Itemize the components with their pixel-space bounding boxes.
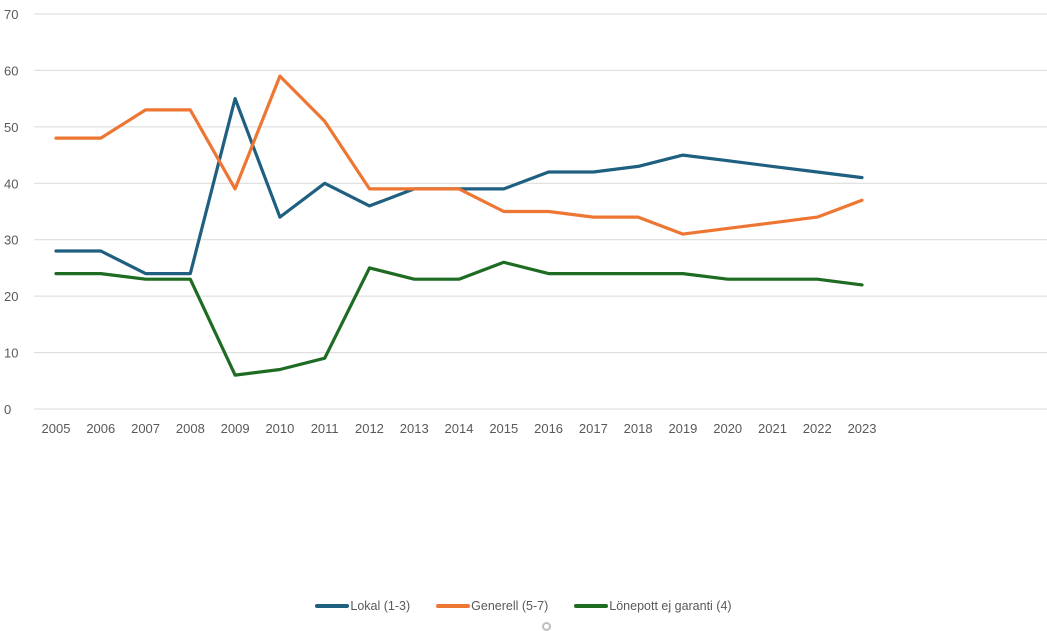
series-line-0 [54,96,864,276]
legend-label: Lönepott ej garanti (4) [609,599,732,613]
x-tick-label: 2007 [131,421,160,436]
y-axis-ticks: 0 10 20 30 40 50 60 70 [4,7,18,417]
x-tick-label: 2020 [713,421,742,436]
legend: Lokal (1-3) Generell (5-7) Lönepott ej gar… [0,599,1047,613]
legend-item: Generell (5-7) [436,599,548,613]
legend-item: Lokal (1-3) [315,599,410,613]
y-tick-label: 70 [4,7,18,22]
y-tick-label: 0 [4,402,11,417]
x-tick-label: 2017 [579,421,608,436]
y-tick-label: 40 [4,176,18,191]
x-tick-label: 2010 [265,421,294,436]
series-line-1 [54,74,864,236]
legend-label: Lokal (1-3) [350,599,411,613]
y-tick-label: 20 [4,289,18,304]
y-tick-label: 60 [4,63,18,78]
series-lines [54,74,864,377]
y-tick-label: 30 [4,233,18,248]
x-tick-label: 2016 [534,421,563,436]
legend-swatch [315,604,350,608]
legend-swatch [436,604,471,608]
y-tick-label: 50 [4,120,18,135]
x-tick-label: 2015 [489,421,518,436]
x-tick-label: 2014 [445,421,474,436]
x-tick-label: 2008 [176,421,205,436]
x-tick-label: 2018 [624,421,653,436]
x-tick-label: 2023 [848,421,877,436]
x-tick-label: 2011 [311,421,339,436]
x-tick-label: 2009 [221,421,250,436]
gridlines [34,13,1047,410]
x-tick-label: 2012 [355,421,384,436]
x-tick-label: 2005 [42,421,71,436]
x-axis-ticks: 2005 2006 2007 2008 2009 2010 2011 2012 2013 2014… [42,421,877,436]
y-tick-label: 10 [4,346,18,361]
x-tick-label: 2021 [758,421,787,436]
legend-item: Lönepott ej garanti (4) [574,599,732,613]
legend-label: Generell (5-7) [471,599,549,613]
x-tick-label: 2019 [668,421,697,436]
x-tick-label: 2006 [86,421,115,436]
x-tick-label: 2013 [400,421,429,436]
series-line-2 [54,260,864,377]
x-tick-label: 2022 [803,421,832,436]
legend-swatch [574,604,609,608]
